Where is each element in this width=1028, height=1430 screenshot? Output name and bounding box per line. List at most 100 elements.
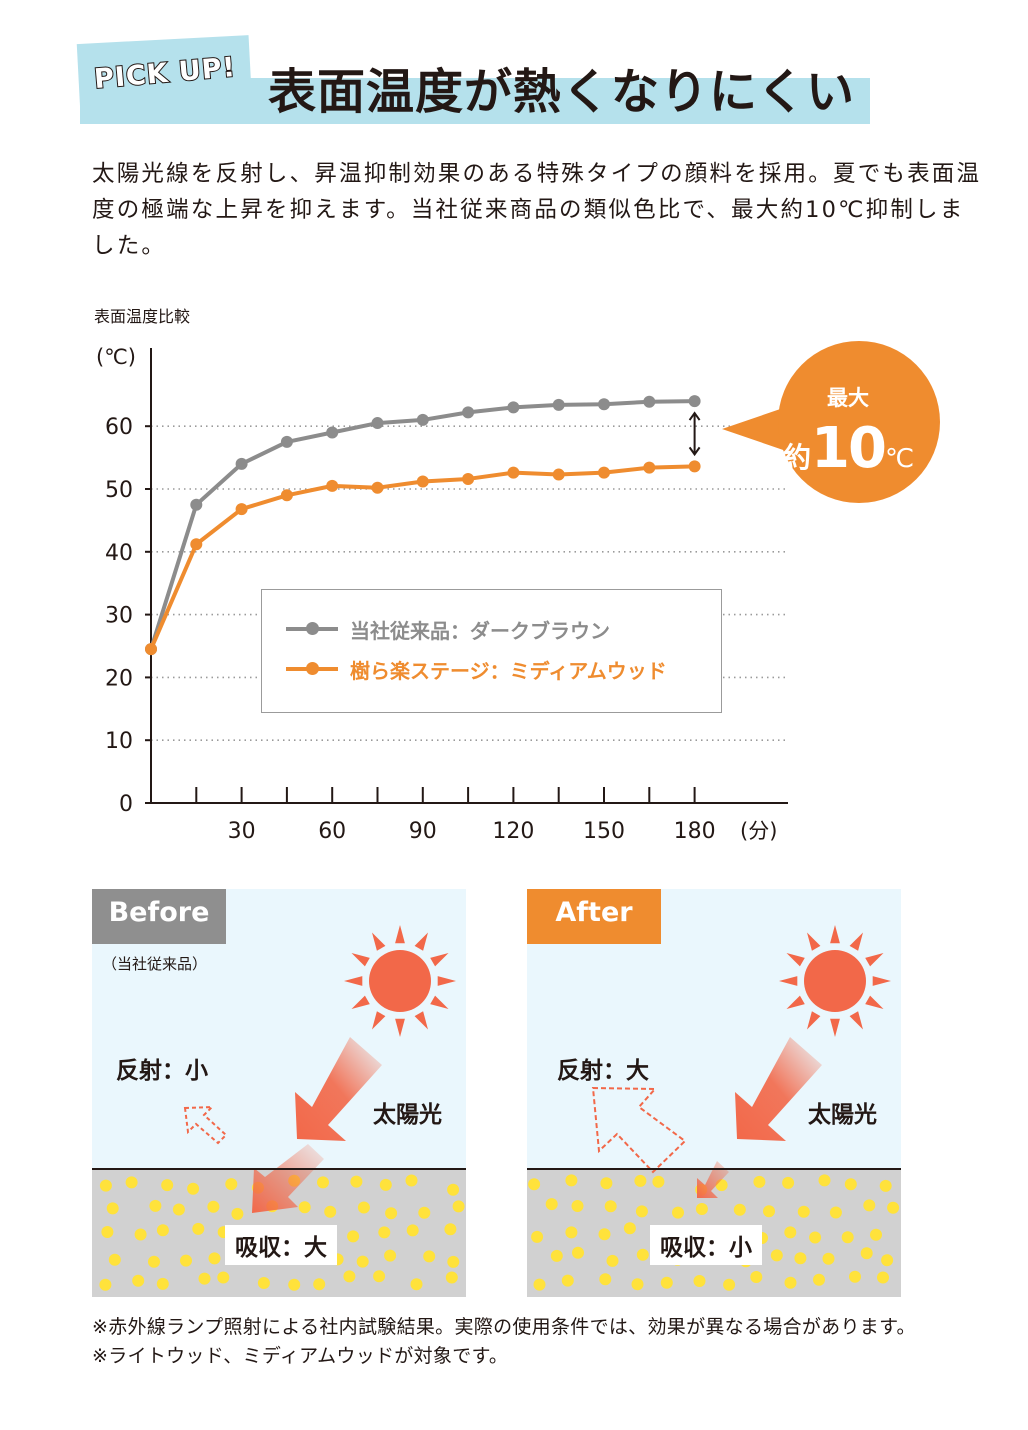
particle — [172, 1203, 185, 1216]
particle — [545, 1198, 558, 1211]
x-tick-label: 180 — [674, 819, 716, 844]
data-point-1 — [371, 481, 384, 494]
x-axis-unit: (分) — [740, 819, 777, 843]
particle — [528, 1178, 541, 1191]
legend-label-new: 樹ら楽ステージ：ミディアムウッド — [350, 658, 667, 683]
sun-ray — [807, 932, 821, 951]
particle — [257, 1277, 270, 1289]
after-tag: After — [527, 889, 661, 944]
reflect-label-after: 反射：大 — [557, 1058, 649, 1084]
particle — [217, 1271, 230, 1284]
sun-ray — [865, 953, 884, 967]
particle — [822, 1252, 835, 1265]
sun-ray — [786, 953, 805, 967]
particle — [604, 1200, 617, 1213]
particle — [849, 1270, 861, 1283]
particle — [385, 1207, 398, 1220]
data-point-1 — [280, 489, 293, 502]
before-panel: Before （当社従来品） 反射：小 太陽光 吸収：大 — [92, 889, 466, 1297]
sun-icon — [779, 925, 891, 1037]
sun-ray — [830, 1018, 840, 1037]
particle — [192, 1222, 205, 1235]
particle — [753, 1175, 766, 1188]
particle — [571, 1200, 584, 1212]
particle — [101, 1226, 114, 1238]
particle — [125, 1176, 138, 1189]
before-subtitle: （当社従来品） — [102, 955, 208, 973]
y-tick-label: 40 — [105, 541, 133, 566]
x-tick-label: 90 — [409, 819, 437, 844]
data-point-1 — [643, 461, 656, 474]
data-point-1 — [552, 468, 565, 481]
legend-item-conventional: 当社従来品：ダークブラウン — [286, 614, 610, 644]
temperature-chart: 0 10 20 30 40 50 60 (℃) 30 60 90 120 150 180 (分) — [96, 345, 788, 844]
data-point-1 — [598, 466, 610, 479]
particle — [672, 1206, 684, 1219]
particle — [634, 1174, 647, 1187]
x-tick-label: 60 — [318, 819, 346, 844]
particle — [606, 1254, 619, 1267]
footnote-1: ※赤外線ランプ照射による社内試験結果。実際の使用条件では、効果が異なる場合があり… — [92, 1316, 916, 1338]
data-point-1 — [462, 472, 475, 485]
data-point-1 — [145, 643, 157, 656]
particle — [877, 1271, 889, 1284]
particle — [784, 1226, 797, 1239]
data-point-0 — [371, 417, 384, 430]
sun-ray — [872, 976, 891, 986]
footnote-2: ※ライトウッド、ミディアムウッドが対象です。 — [92, 1345, 509, 1367]
particle — [887, 1201, 900, 1214]
particle — [347, 1230, 360, 1243]
particle — [447, 1183, 460, 1196]
particle — [565, 1226, 578, 1239]
particle — [565, 1174, 578, 1187]
sunlight-arrow — [295, 1037, 382, 1141]
data-point-0 — [688, 395, 701, 408]
data-point-1 — [235, 503, 248, 516]
particle — [288, 1278, 301, 1291]
data-point-0 — [326, 426, 339, 439]
particle — [550, 1249, 563, 1262]
particle — [317, 1176, 329, 1189]
sun-ray — [372, 932, 386, 951]
particle — [161, 1179, 174, 1192]
chart-title: 表面温度比較 — [94, 307, 191, 326]
data-point-0 — [190, 498, 203, 511]
page-title: 表面温度が熱くなりにくい — [268, 64, 856, 120]
sun-ray — [395, 925, 405, 944]
legend-item-new: 樹ら楽ステージ：ミディアムウッド — [286, 654, 667, 684]
particle — [829, 1206, 842, 1219]
particle — [379, 1178, 392, 1191]
particle — [533, 1278, 546, 1291]
particle — [660, 1276, 673, 1289]
x-tick-label: 120 — [492, 819, 534, 844]
absorb-arrow — [252, 1144, 324, 1213]
particle — [561, 1274, 574, 1287]
sun-ray — [372, 1011, 386, 1030]
particle — [99, 1278, 112, 1291]
particle — [132, 1274, 145, 1287]
particle — [231, 1207, 244, 1220]
sun-ray — [849, 932, 863, 951]
sun-ray — [395, 1018, 405, 1037]
sun-ray — [414, 1011, 428, 1030]
sun-ray — [430, 995, 449, 1009]
data-point-0 — [462, 406, 475, 419]
particle — [208, 1252, 221, 1265]
particle — [813, 1273, 825, 1286]
particle — [406, 1224, 419, 1237]
particle — [447, 1255, 460, 1268]
particle — [750, 1271, 763, 1283]
particle — [324, 1205, 337, 1218]
legend-swatch-orange — [286, 662, 338, 675]
particle — [356, 1255, 369, 1268]
particle — [723, 1278, 736, 1291]
particle — [444, 1223, 457, 1236]
sun-ray — [779, 976, 798, 986]
y-tick-label: 0 — [119, 792, 133, 817]
legend-label-conventional: 当社従来品：ダークブラウン — [350, 618, 610, 643]
particle — [108, 1253, 121, 1266]
before-tag: Before — [92, 889, 226, 944]
particle — [423, 1250, 436, 1263]
particle — [631, 1278, 644, 1291]
data-point-0 — [235, 457, 248, 470]
